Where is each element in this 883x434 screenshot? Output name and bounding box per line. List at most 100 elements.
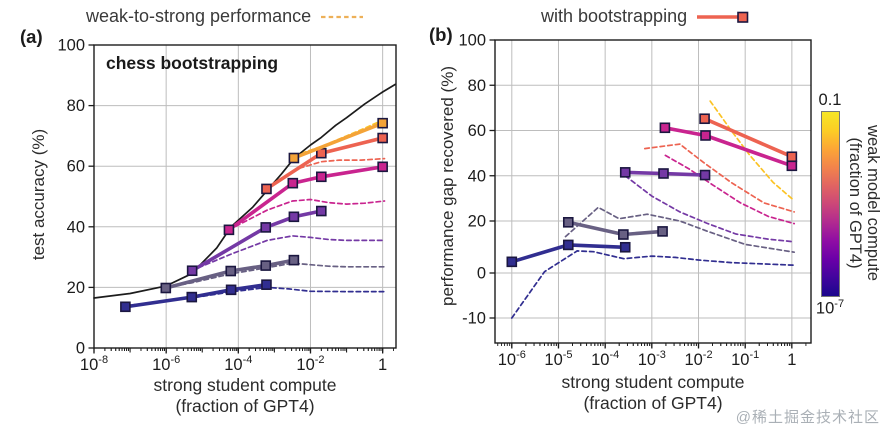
series-marker	[288, 254, 300, 266]
x-tick-label: 10-4	[224, 354, 252, 374]
panel-a-xlabel-line2: (fraction of GPT4)	[175, 396, 315, 416]
series-marker	[619, 241, 631, 253]
series-marker	[618, 229, 629, 240]
x-tick-label: 10-5	[544, 349, 572, 369]
series-marker	[261, 279, 272, 290]
series-marker	[260, 222, 272, 233]
series-marker	[700, 130, 711, 141]
x-tick-label: 10-6	[498, 349, 526, 369]
series-marker	[225, 284, 237, 296]
series-marker	[377, 132, 388, 144]
y-tick-label: 0	[76, 340, 85, 358]
series-marker	[288, 152, 300, 164]
solid-line-marker-icon	[697, 11, 749, 23]
axes-frame	[93, 44, 397, 349]
y-tick-label: 60	[468, 122, 486, 140]
series-marker	[699, 113, 710, 125]
panel-b-xlabel: strong student compute (fraction of GPT4…	[495, 372, 811, 414]
y-tick-label: 20	[67, 279, 85, 297]
panel-a-title: chess bootstrapping	[106, 53, 279, 73]
series-marker	[562, 239, 574, 251]
panel-a-letter: (a)	[20, 26, 43, 47]
series-marker	[260, 260, 272, 271]
x-tick-label: 1	[787, 351, 796, 369]
panel-a-ylabel: test accuracy (%)	[29, 128, 48, 261]
series-line	[510, 250, 796, 319]
series-marker	[186, 265, 198, 277]
series-marker	[186, 291, 198, 303]
panel-a-xlabel: strong student compute (fraction of GPT4…	[94, 375, 396, 417]
panel-b-ylabel: performance gap recovered (%)	[438, 66, 457, 307]
colorbar-axis-label-line2: (fraction of GPT4)	[846, 137, 864, 269]
series-marker	[562, 217, 574, 228]
series-marker	[316, 171, 327, 183]
x-tick-label: 10-3	[638, 349, 666, 369]
panel-b-xlabel-line1: strong student compute	[561, 372, 745, 392]
series-marker	[658, 168, 669, 179]
series-line	[664, 154, 796, 225]
y-tick-label: 100	[57, 37, 85, 55]
series-line	[709, 100, 796, 202]
series-marker	[377, 161, 388, 173]
series-marker	[261, 183, 272, 195]
series-line	[227, 165, 385, 232]
series-marker	[288, 211, 300, 223]
series-line	[190, 209, 324, 273]
series-marker	[786, 151, 798, 163]
series-line	[624, 174, 796, 243]
colorbar-axis-label-line1: weak model compute	[864, 125, 882, 281]
colorbar-min-base: 10	[815, 299, 835, 318]
x-tick-label: 10-8	[80, 354, 108, 374]
series-line	[643, 143, 796, 213]
x-tick-label: 10-6	[152, 354, 180, 374]
x-tick-label: 10-2	[296, 354, 324, 374]
axes-frame	[494, 39, 812, 344]
legend-weak-to-strong: weak-to-strong performance	[86, 6, 365, 27]
panel-b-letter: (b)	[429, 24, 453, 45]
series-line	[292, 121, 385, 160]
series-line	[123, 282, 269, 309]
series-line	[564, 206, 796, 254]
y-tick-label: 80	[468, 77, 486, 95]
panel-b-xlabel-line2: (fraction of GPT4)	[583, 393, 723, 413]
colorbar-min-exp: -7	[834, 298, 845, 310]
y-tick-label: 60	[67, 158, 85, 176]
series-line	[190, 235, 386, 272]
colorbar-axis-label: weak model compute (fraction of GPT4)	[846, 110, 882, 296]
series-marker	[316, 205, 327, 217]
colorbar-min-label: 10-7	[809, 298, 851, 319]
series-marker	[699, 169, 711, 181]
series-line	[164, 258, 296, 290]
series-marker	[287, 177, 299, 189]
y-tick-label: 20	[468, 213, 486, 231]
y-tick-label: 0	[477, 265, 486, 283]
series-marker	[160, 282, 172, 294]
x-tick-label: 1	[378, 356, 387, 374]
x-tick-label: 10-4	[591, 349, 619, 369]
legend-bootstrapping-label: with bootstrapping	[541, 6, 688, 26]
series-marker	[225, 265, 237, 277]
series-marker	[657, 226, 668, 237]
x-tick-label: 10-2	[684, 349, 712, 369]
legend-with-bootstrapping: with bootstrapping	[541, 6, 753, 27]
series-line	[93, 83, 397, 299]
colorbar-max-label: 0.1	[818, 91, 842, 109]
watermark: @稀土掘金技术社区	[735, 409, 880, 426]
series-marker	[786, 160, 798, 172]
x-tick-label: 10-1	[731, 349, 759, 369]
colorbar-gradient	[821, 111, 840, 297]
panel-a-xlabel-line1: strong student compute	[153, 375, 337, 395]
series-line	[566, 220, 665, 237]
y-tick-label: 100	[458, 32, 486, 50]
series-marker	[377, 117, 388, 129]
y-tick-label: 80	[67, 97, 85, 115]
series-marker	[120, 301, 131, 313]
y-tick-label: -10	[462, 310, 486, 328]
series-line	[266, 157, 386, 190]
y-tick-label: 40	[67, 218, 85, 236]
series-line	[228, 198, 386, 231]
series-line	[702, 116, 794, 159]
series-marker	[619, 167, 631, 178]
